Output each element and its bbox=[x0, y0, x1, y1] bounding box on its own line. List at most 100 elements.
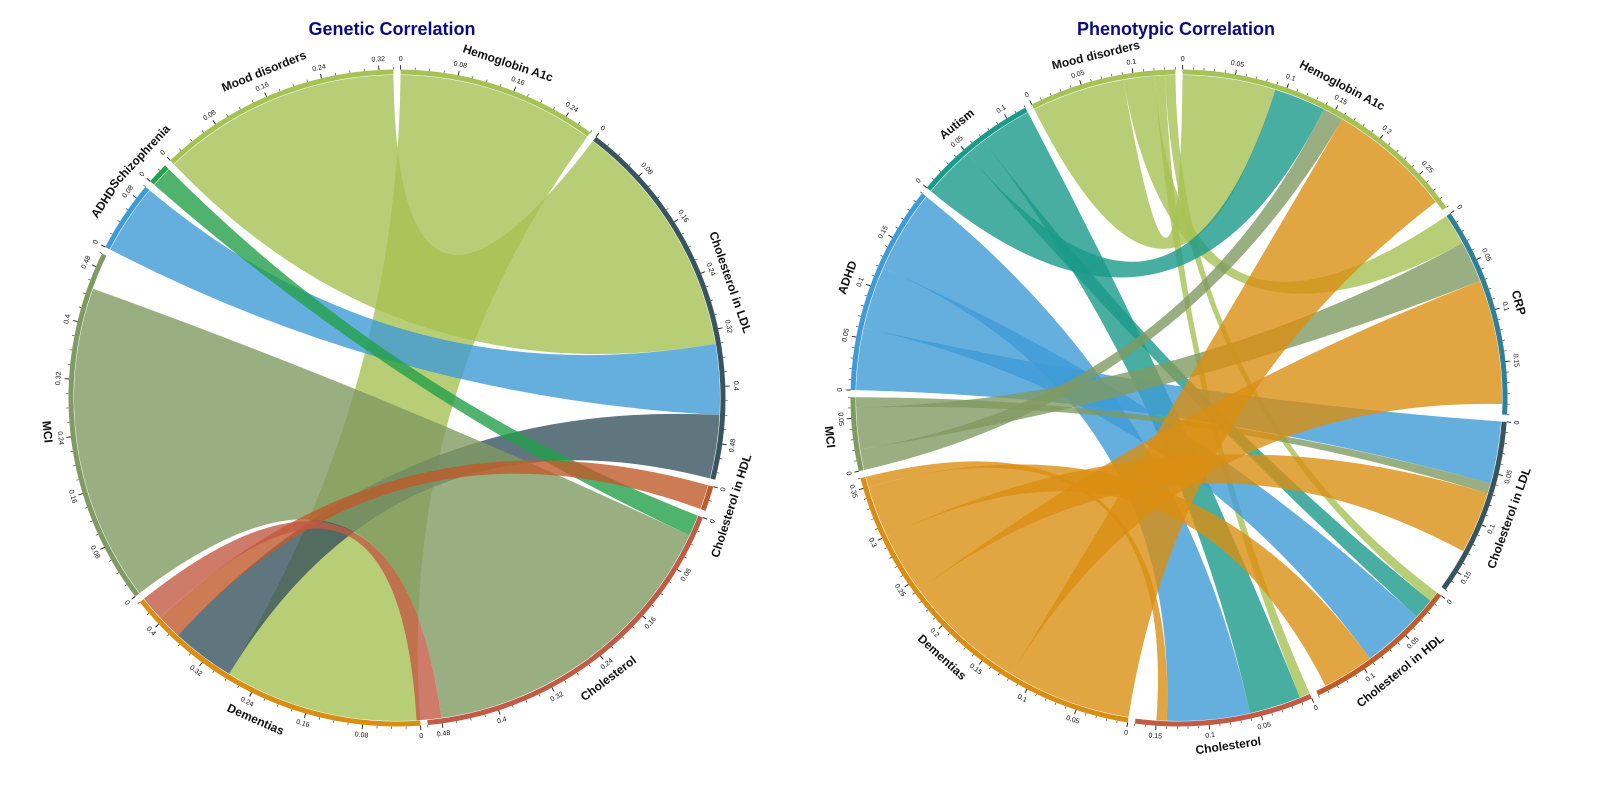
phenotypic-major-tick bbox=[858, 488, 864, 491]
genetic-chord-mci-to-cholesterol bbox=[73, 288, 690, 718]
genetic-minor-tick bbox=[83, 292, 86, 294]
genetic-minor-tick bbox=[116, 572, 119, 575]
phenotypic-tick-label: 0.2 bbox=[1380, 125, 1392, 137]
phenotypic-major-tick bbox=[960, 146, 965, 151]
phenotypic-minor-tick bbox=[1433, 188, 1436, 191]
phenotypic-minor-tick bbox=[894, 566, 898, 568]
phenotypic-sector-track-dementias bbox=[860, 476, 1129, 723]
phenotypic-minor-tick bbox=[1451, 580, 1454, 583]
genetic-minor-tick bbox=[125, 208, 128, 211]
phenotypic-chord-dementias-to-crp bbox=[919, 281, 1502, 675]
phenotypic-minor-tick bbox=[919, 191, 923, 194]
phenotypic-tick-label: 0 bbox=[915, 177, 923, 185]
phenotypic-minor-tick bbox=[996, 121, 999, 125]
genetic-minor-tick bbox=[143, 184, 146, 187]
genetic-tick-label: 0.16 bbox=[295, 719, 310, 730]
phenotypic-tick-label: 0.1 bbox=[1205, 732, 1215, 740]
phenotypic-sector-track-autism bbox=[926, 107, 1028, 191]
genetic-tick-label: 0.32 bbox=[371, 56, 385, 64]
genetic-minor-tick bbox=[691, 543, 694, 546]
phenotypic-minor-tick bbox=[1250, 718, 1253, 721]
genetic-tick-label: 0.48 bbox=[729, 438, 738, 453]
phenotypic-minor-tick bbox=[1497, 318, 1501, 320]
phenotypic-minor-tick bbox=[855, 325, 859, 327]
genetic-tick-label: 0.4 bbox=[145, 626, 157, 638]
genetic-minor-tick bbox=[277, 704, 279, 707]
phenotypic-minor-tick bbox=[1337, 685, 1339, 689]
phenotypic-tick-label: 0.1 bbox=[1126, 59, 1137, 67]
genetic-minor-tick bbox=[576, 672, 579, 676]
phenotypic-chords bbox=[855, 75, 1502, 721]
genetic-sector-track-mood-disorders bbox=[170, 69, 394, 164]
genetic-major-tick bbox=[73, 320, 78, 323]
genetic-major-tick bbox=[513, 86, 517, 92]
phenotypic-minor-tick bbox=[1388, 142, 1391, 146]
phenotypic-tick-label: 0 bbox=[1514, 420, 1521, 424]
phenotypic-major-tick bbox=[1505, 360, 1510, 363]
phenotypic-tick-label: 0.25 bbox=[893, 583, 907, 598]
phenotypic-minor-tick bbox=[1039, 97, 1042, 100]
genetic-sector-track-cholesterol-in-ldl bbox=[593, 136, 726, 480]
phenotypic-major-tick bbox=[854, 470, 859, 473]
genetic-tick-label: 0.32 bbox=[723, 319, 733, 334]
genetic-tick-label: 0.16 bbox=[644, 616, 658, 631]
genetic-minor-tick bbox=[710, 299, 714, 301]
genetic-minor-tick bbox=[76, 479, 79, 481]
phenotypic-sector-track-adhd bbox=[850, 193, 926, 391]
genetic-sector-track-cholesterol bbox=[427, 515, 703, 726]
genetic-tick-label: 0 bbox=[709, 518, 717, 524]
phenotypic-minor-tick bbox=[1439, 196, 1443, 199]
genetic-tick-label: 0 bbox=[159, 149, 167, 157]
phenotypic-correlation-panel: Phenotypic Correlation 0 0.05 0.1 0.15 0.2 0.… bbox=[822, 19, 1534, 757]
phenotypic-minor-tick bbox=[987, 127, 990, 131]
genetic-major-tick bbox=[638, 172, 643, 177]
genetic-major-tick bbox=[146, 177, 151, 182]
genetic-chord-cholesterol-in-hdl-to-dementias bbox=[160, 460, 709, 636]
genetic-sector-label-mci: MCI bbox=[39, 420, 55, 443]
phenotypic-minor-tick bbox=[1016, 683, 1018, 687]
phenotypic-minor-tick bbox=[871, 518, 874, 520]
phenotypic-major-tick bbox=[1235, 69, 1237, 75]
phenotypic-tick-label: 0 bbox=[1455, 204, 1463, 211]
phenotypic-tick-label: 0.1 bbox=[1016, 693, 1028, 704]
phenotypic-minor-tick bbox=[1492, 298, 1495, 300]
phenotypic-minor-tick bbox=[1111, 73, 1113, 77]
phenotypic-minor-tick bbox=[1456, 220, 1459, 223]
genetic-tick-label: 0 bbox=[599, 125, 606, 133]
phenotypic-sector-label-crp: CRP bbox=[1509, 289, 1529, 317]
phenotypic-major-tick bbox=[1450, 210, 1455, 214]
phenotypic-minor-tick bbox=[1427, 612, 1430, 615]
phenotypic-minor-tick bbox=[1413, 627, 1416, 631]
genetic-tick-label: 0.32 bbox=[188, 664, 203, 678]
genetic-major-tick bbox=[66, 436, 71, 438]
phenotypic-minor-tick bbox=[901, 217, 904, 220]
genetic-sector-mci: 0 0.08 0.16 0.24 0.32 0.4 0.48 MCI bbox=[39, 252, 140, 607]
genetic-minor-tick bbox=[472, 75, 474, 79]
genetic-minor-tick bbox=[512, 705, 514, 709]
phenotypic-sector-track-cholesterol-in-hdl bbox=[1316, 592, 1442, 696]
genetic-minor-tick bbox=[657, 196, 660, 199]
phenotypic-tick-label: 0 bbox=[1181, 56, 1185, 63]
genetic-minor-tick bbox=[540, 100, 543, 103]
phenotypic-minor-tick bbox=[1462, 562, 1466, 565]
phenotypic-tick-label: 0 bbox=[1446, 599, 1454, 606]
phenotypic-minor-tick bbox=[1404, 157, 1407, 160]
genetic-minor-tick bbox=[166, 634, 170, 637]
phenotypic-minor-tick bbox=[889, 556, 892, 559]
phenotypic-minor-tick bbox=[1389, 649, 1392, 652]
phenotypic-minor-tick bbox=[1085, 713, 1087, 716]
phenotypic-minor-tick bbox=[1500, 463, 1504, 465]
phenotypic-minor-tick bbox=[1054, 702, 1057, 706]
phenotypic-minor-tick bbox=[1468, 553, 1471, 556]
genetic-minor-tick bbox=[618, 153, 621, 156]
phenotypic-minor-tick bbox=[867, 508, 870, 510]
phenotypic-minor-tick bbox=[1485, 277, 1488, 280]
phenotypic-tick-label: 0 bbox=[1124, 729, 1129, 737]
phenotypic-tick-label: 0.1 bbox=[996, 104, 1008, 115]
phenotypic-minor-tick bbox=[858, 315, 861, 317]
genetic-minor-tick bbox=[201, 130, 204, 133]
phenotypic-tick-label: 0.2 bbox=[928, 627, 940, 639]
genetic-minor-tick bbox=[157, 168, 161, 171]
genetic-minor-tick bbox=[117, 220, 120, 223]
